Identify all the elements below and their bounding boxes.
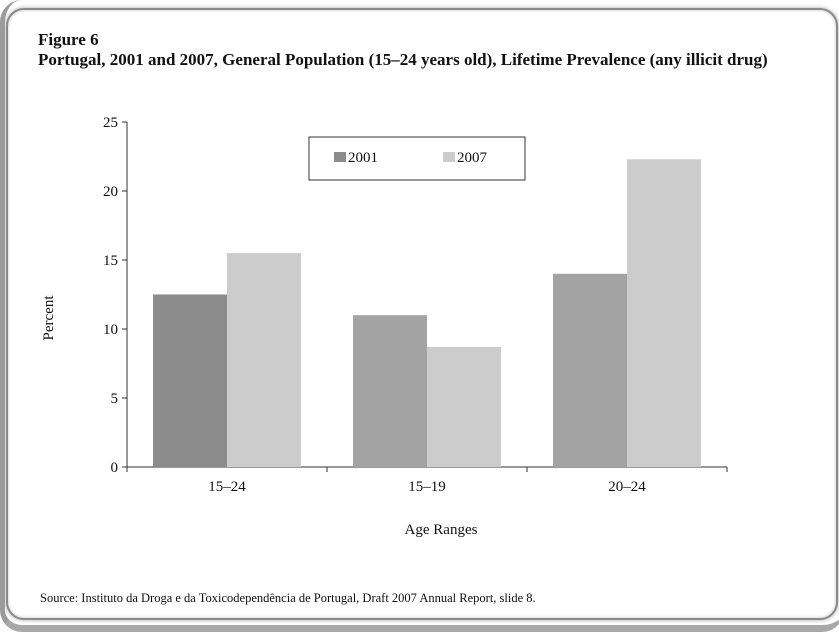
x-tick-label: 15–24 bbox=[208, 479, 246, 495]
y-tick-label: 15 bbox=[103, 253, 118, 269]
figure-header: Figure 6 Portugal, 2001 and 2007, Genera… bbox=[38, 30, 818, 70]
y-axis-title: Percent bbox=[41, 295, 57, 341]
bar-2001-0 bbox=[153, 294, 227, 467]
figure-title: Portugal, 2001 and 2007, General Populat… bbox=[38, 50, 768, 69]
y-tick-label: 10 bbox=[103, 322, 118, 338]
bar-2001-2 bbox=[553, 273, 627, 467]
chart-bars bbox=[153, 159, 701, 467]
y-tick-label: 5 bbox=[111, 391, 119, 407]
figure-label: Figure 6 bbox=[38, 30, 99, 49]
legend-label-2001: 2001 bbox=[348, 150, 378, 166]
x-tick-label: 20–24 bbox=[608, 479, 646, 495]
legend-swatch-2001 bbox=[334, 152, 346, 162]
x-axis-title: Age Ranges bbox=[405, 522, 478, 538]
legend-label-2007: 2007 bbox=[457, 150, 488, 166]
bar-2007-1 bbox=[427, 346, 501, 467]
y-tick-label: 0 bbox=[111, 460, 119, 476]
source-note: Source: Instituto da Droga e da Toxicode… bbox=[40, 591, 536, 605]
y-tick-label: 20 bbox=[103, 184, 118, 200]
legend-swatch-2007 bbox=[443, 152, 455, 162]
y-tick-label: 25 bbox=[103, 115, 118, 131]
chart-legend: 2001 2007 bbox=[308, 136, 526, 181]
bar-2007-2 bbox=[627, 159, 701, 467]
bar-2007-0 bbox=[227, 253, 301, 467]
x-tick-label: 15–19 bbox=[408, 479, 446, 495]
bar-2001-1 bbox=[353, 315, 427, 467]
